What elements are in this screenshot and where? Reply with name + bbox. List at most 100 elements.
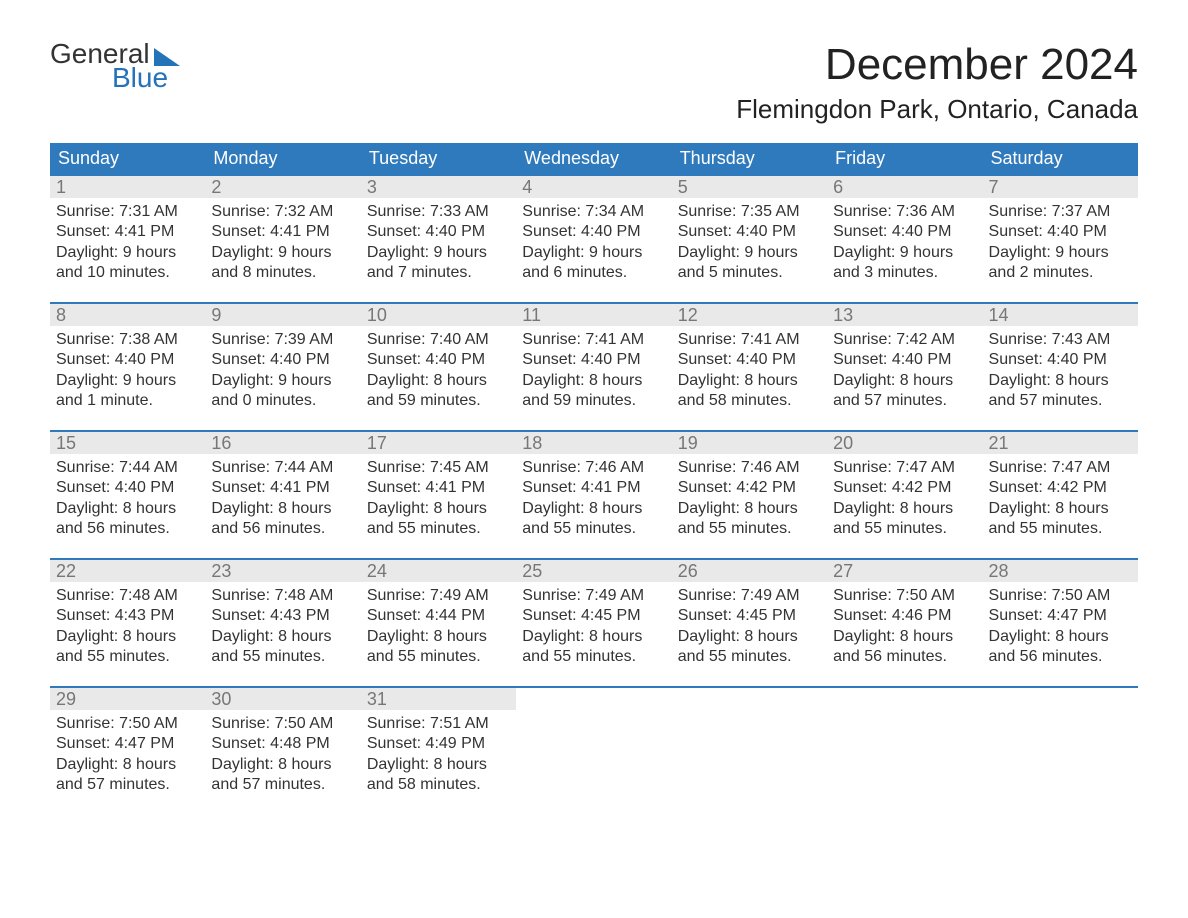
day-sunset: Sunset: 4:41 PM xyxy=(522,478,665,498)
day-cell: 14Sunrise: 7:43 AMSunset: 4:40 PMDayligh… xyxy=(983,303,1138,431)
day-dl2: and 7 minutes. xyxy=(367,263,510,283)
day-cell: 27Sunrise: 7:50 AMSunset: 4:46 PMDayligh… xyxy=(827,559,982,687)
day-sunset: Sunset: 4:47 PM xyxy=(56,734,199,754)
day-sunrise: Sunrise: 7:37 AM xyxy=(989,202,1132,222)
day-number: 12 xyxy=(672,304,827,326)
day-data: Sunrise: 7:43 AMSunset: 4:40 PMDaylight:… xyxy=(983,326,1138,418)
day-dl1: Daylight: 8 hours xyxy=(833,499,976,519)
day-data: Sunrise: 7:44 AMSunset: 4:41 PMDaylight:… xyxy=(205,454,360,546)
day-data: Sunrise: 7:48 AMSunset: 4:43 PMDaylight:… xyxy=(50,582,205,674)
day-data: Sunrise: 7:47 AMSunset: 4:42 PMDaylight:… xyxy=(827,454,982,546)
day-dl2: and 59 minutes. xyxy=(522,391,665,411)
day-sunrise: Sunrise: 7:35 AM xyxy=(678,202,821,222)
day-dl2: and 55 minutes. xyxy=(989,519,1132,539)
day-dl1: Daylight: 8 hours xyxy=(367,371,510,391)
day-cell: 28Sunrise: 7:50 AMSunset: 4:47 PMDayligh… xyxy=(983,559,1138,687)
day-sunrise: Sunrise: 7:36 AM xyxy=(833,202,976,222)
day-cell: 16Sunrise: 7:44 AMSunset: 4:41 PMDayligh… xyxy=(205,431,360,559)
day-sunrise: Sunrise: 7:50 AM xyxy=(56,714,199,734)
calendar-header-row: Sunday Monday Tuesday Wednesday Thursday… xyxy=(50,143,1138,175)
calendar-body: 1Sunrise: 7:31 AMSunset: 4:41 PMDaylight… xyxy=(50,175,1138,815)
day-data: Sunrise: 7:41 AMSunset: 4:40 PMDaylight:… xyxy=(672,326,827,418)
col-monday: Monday xyxy=(205,143,360,175)
day-dl2: and 55 minutes. xyxy=(833,519,976,539)
day-number: 31 xyxy=(361,688,516,710)
day-number: 27 xyxy=(827,560,982,582)
day-sunset: Sunset: 4:47 PM xyxy=(989,606,1132,626)
day-cell: 1Sunrise: 7:31 AMSunset: 4:41 PMDaylight… xyxy=(50,175,205,303)
day-cell: 21Sunrise: 7:47 AMSunset: 4:42 PMDayligh… xyxy=(983,431,1138,559)
day-dl2: and 55 minutes. xyxy=(678,647,821,667)
day-dl2: and 55 minutes. xyxy=(522,519,665,539)
col-saturday: Saturday xyxy=(983,143,1138,175)
day-data: Sunrise: 7:50 AMSunset: 4:47 PMDaylight:… xyxy=(983,582,1138,674)
day-data: Sunrise: 7:32 AMSunset: 4:41 PMDaylight:… xyxy=(205,198,360,290)
day-dl1: Daylight: 9 hours xyxy=(678,243,821,263)
day-data: Sunrise: 7:50 AMSunset: 4:46 PMDaylight:… xyxy=(827,582,982,674)
day-number: 26 xyxy=(672,560,827,582)
title-block: December 2024 Flemingdon Park, Ontario, … xyxy=(736,40,1138,125)
day-sunrise: Sunrise: 7:39 AM xyxy=(211,330,354,350)
day-data: Sunrise: 7:49 AMSunset: 4:45 PMDaylight:… xyxy=(672,582,827,674)
day-cell: 15Sunrise: 7:44 AMSunset: 4:40 PMDayligh… xyxy=(50,431,205,559)
day-dl1: Daylight: 8 hours xyxy=(989,371,1132,391)
location: Flemingdon Park, Ontario, Canada xyxy=(736,94,1138,125)
day-cell: 5Sunrise: 7:35 AMSunset: 4:40 PMDaylight… xyxy=(672,175,827,303)
day-dl1: Daylight: 8 hours xyxy=(833,627,976,647)
day-cell: 2Sunrise: 7:32 AMSunset: 4:41 PMDaylight… xyxy=(205,175,360,303)
day-dl1: Daylight: 9 hours xyxy=(211,243,354,263)
col-thursday: Thursday xyxy=(672,143,827,175)
day-number: 22 xyxy=(50,560,205,582)
day-number: 16 xyxy=(205,432,360,454)
day-cell xyxy=(983,687,1138,815)
day-dl2: and 58 minutes. xyxy=(367,775,510,795)
day-sunrise: Sunrise: 7:49 AM xyxy=(367,586,510,606)
day-sunrise: Sunrise: 7:50 AM xyxy=(211,714,354,734)
day-sunset: Sunset: 4:46 PM xyxy=(833,606,976,626)
day-dl1: Daylight: 9 hours xyxy=(367,243,510,263)
day-sunset: Sunset: 4:40 PM xyxy=(56,350,199,370)
day-dl2: and 2 minutes. xyxy=(989,263,1132,283)
day-cell: 25Sunrise: 7:49 AMSunset: 4:45 PMDayligh… xyxy=(516,559,671,687)
day-sunrise: Sunrise: 7:34 AM xyxy=(522,202,665,222)
day-sunset: Sunset: 4:40 PM xyxy=(678,350,821,370)
day-number: 30 xyxy=(205,688,360,710)
day-number: 24 xyxy=(361,560,516,582)
week-row: 1Sunrise: 7:31 AMSunset: 4:41 PMDaylight… xyxy=(50,175,1138,303)
day-dl2: and 57 minutes. xyxy=(56,775,199,795)
day-sunrise: Sunrise: 7:45 AM xyxy=(367,458,510,478)
day-sunset: Sunset: 4:42 PM xyxy=(989,478,1132,498)
day-dl2: and 57 minutes. xyxy=(989,391,1132,411)
day-sunset: Sunset: 4:40 PM xyxy=(211,350,354,370)
day-dl1: Daylight: 8 hours xyxy=(522,371,665,391)
day-dl2: and 55 minutes. xyxy=(56,647,199,667)
day-dl1: Daylight: 8 hours xyxy=(522,499,665,519)
day-data: Sunrise: 7:38 AMSunset: 4:40 PMDaylight:… xyxy=(50,326,205,418)
day-sunrise: Sunrise: 7:38 AM xyxy=(56,330,199,350)
day-number: 18 xyxy=(516,432,671,454)
day-dl2: and 8 minutes. xyxy=(211,263,354,283)
col-friday: Friday xyxy=(827,143,982,175)
day-sunrise: Sunrise: 7:32 AM xyxy=(211,202,354,222)
day-sunrise: Sunrise: 7:31 AM xyxy=(56,202,199,222)
day-sunset: Sunset: 4:40 PM xyxy=(367,350,510,370)
day-sunrise: Sunrise: 7:44 AM xyxy=(56,458,199,478)
day-dl1: Daylight: 8 hours xyxy=(989,499,1132,519)
day-sunset: Sunset: 4:41 PM xyxy=(211,222,354,242)
day-sunrise: Sunrise: 7:48 AM xyxy=(56,586,199,606)
day-dl1: Daylight: 8 hours xyxy=(56,755,199,775)
day-dl2: and 55 minutes. xyxy=(678,519,821,539)
col-sunday: Sunday xyxy=(50,143,205,175)
day-cell: 12Sunrise: 7:41 AMSunset: 4:40 PMDayligh… xyxy=(672,303,827,431)
day-sunset: Sunset: 4:41 PM xyxy=(56,222,199,242)
day-sunset: Sunset: 4:40 PM xyxy=(833,222,976,242)
day-data: Sunrise: 7:48 AMSunset: 4:43 PMDaylight:… xyxy=(205,582,360,674)
day-sunset: Sunset: 4:45 PM xyxy=(678,606,821,626)
day-cell: 26Sunrise: 7:49 AMSunset: 4:45 PMDayligh… xyxy=(672,559,827,687)
day-cell xyxy=(827,687,982,815)
logo: General Blue xyxy=(50,40,180,92)
day-number: 17 xyxy=(361,432,516,454)
day-number: 19 xyxy=(672,432,827,454)
day-dl1: Daylight: 8 hours xyxy=(211,499,354,519)
day-sunset: Sunset: 4:41 PM xyxy=(367,478,510,498)
